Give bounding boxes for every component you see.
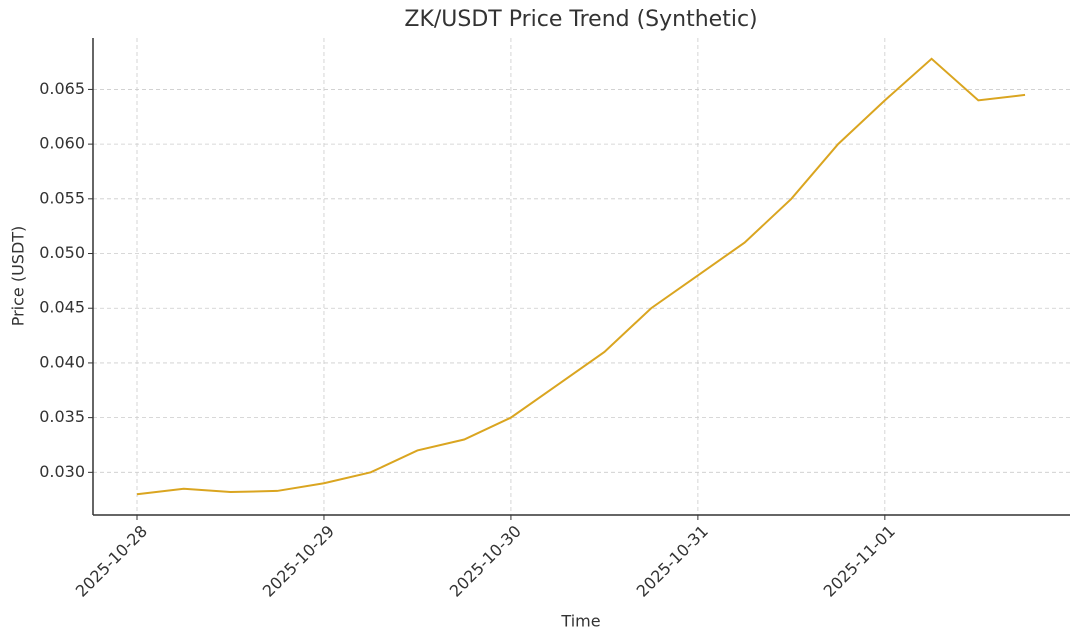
- y-tick-label: 0.030: [39, 462, 85, 481]
- y-tick-label: 0.065: [39, 79, 85, 98]
- y-tick-label: 0.040: [39, 352, 85, 371]
- x-axis-label: Time: [560, 612, 600, 631]
- y-tick-label: 0.050: [39, 243, 85, 262]
- x-tick-label: 2025-10-28: [72, 522, 151, 601]
- y-tick-label: 0.055: [39, 188, 85, 207]
- x-tick-label: 2025-10-31: [633, 522, 712, 601]
- y-tick-label: 0.045: [39, 298, 85, 317]
- price-line: [136, 57, 1026, 496]
- y-axis-label: Price (USDT): [9, 226, 28, 327]
- x-tick-label: 2025-10-29: [259, 522, 338, 601]
- x-tick-label: 2025-11-01: [820, 522, 899, 601]
- y-tick-label: 0.035: [39, 407, 85, 426]
- x-tick-label: 2025-10-30: [446, 522, 525, 601]
- chart-title: ZK/USDT Price Trend (Synthetic): [404, 7, 757, 32]
- y-tick-label: 0.060: [39, 134, 85, 153]
